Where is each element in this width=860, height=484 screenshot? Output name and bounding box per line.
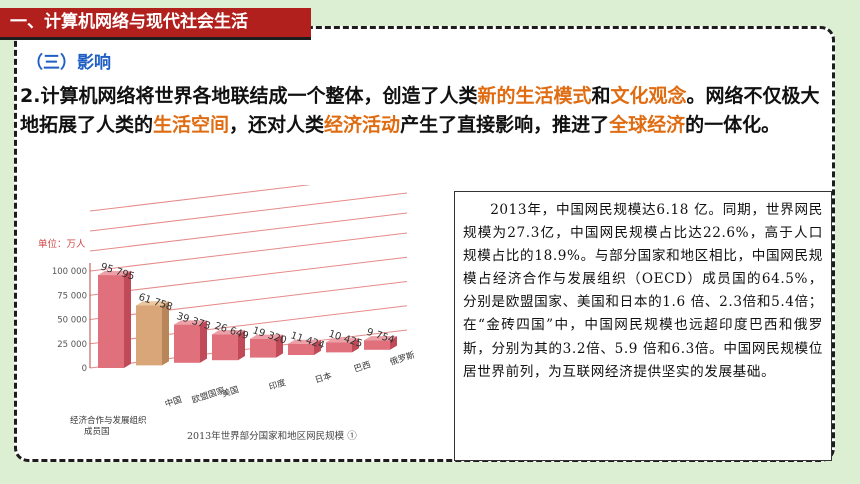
netizen-bar-chart: 100 000 75 000 50 000 25 000 0 单位：万人 95 795 61 …: [32, 185, 440, 447]
bar-top: [98, 270, 131, 276]
bar-side: [200, 320, 207, 363]
para-text-5: 产生了直接影响，推进了: [400, 114, 610, 136]
para-text-2: 和: [591, 85, 611, 107]
bar: [288, 343, 314, 355]
category-label: 巴西: [353, 360, 372, 375]
highlight-3: 生活空间: [153, 114, 230, 136]
highlight-1: 新的生活模式: [477, 85, 592, 107]
para-text-6: 的一体化。: [685, 114, 781, 136]
para-text-1: 2.计算机网络将世界各地联结成一个整体，创造了人类: [20, 85, 478, 107]
bar-side: [162, 301, 169, 366]
bar-side: [276, 334, 283, 358]
chart-title: 2013年世界部分国家和地区网民规模 ①: [187, 430, 357, 442]
category-label: 日本: [314, 370, 334, 386]
para-text-4: ，还对人类: [229, 114, 325, 136]
category-label: 俄罗斯: [389, 349, 417, 367]
bar: [136, 305, 162, 366]
bar-side: [352, 338, 359, 353]
grid-line: [89, 185, 312, 212]
category-label: 成员国: [84, 426, 110, 437]
bar-top: [136, 301, 169, 306]
highlight-2: 文化观念: [610, 85, 687, 107]
grid-line: [89, 256, 408, 296]
bar: [174, 324, 200, 363]
bar: [364, 340, 390, 350]
bar-side: [390, 336, 397, 350]
unit-label: 单位：万人: [38, 238, 86, 250]
bar: [98, 275, 124, 368]
bar-top: [288, 339, 321, 344]
category-label: 印度: [268, 377, 288, 393]
category-label: 欧盟国家: [191, 385, 227, 406]
category-label: 中国: [164, 394, 184, 410]
ytick-label: 75 000: [57, 291, 87, 301]
ytick-label: 50 000: [57, 316, 87, 326]
bar-top: [326, 338, 359, 343]
para-text-3: 。网络不仅极大地拓展了人类的: [20, 85, 820, 136]
ytick-label: 0: [82, 364, 87, 374]
category-label: 经济合作与发展组织: [70, 415, 147, 426]
subheading: （三）影响: [26, 53, 111, 73]
highlight-5: 全球经济: [609, 114, 686, 136]
bar-top: [364, 336, 397, 341]
bar-top: [174, 320, 207, 325]
section-title: 一、计算机网络与现代社会生活: [0, 8, 311, 40]
highlight-4: 经济活动: [324, 114, 401, 136]
grid-line: [89, 212, 408, 252]
ytick-label: 100 000: [52, 267, 87, 277]
ytick-label: 25 000: [57, 340, 87, 350]
bar: [326, 342, 352, 353]
category-label: 美国: [221, 384, 241, 400]
bar-side: [238, 330, 245, 361]
main-paragraph: 2.计算机网络将世界各地联结成一个整体，创造了人类新的生活模式和文化观念。网络不…: [20, 82, 826, 140]
bar-top: [212, 330, 245, 335]
bar: [212, 334, 238, 361]
bar-side: [314, 339, 321, 355]
bar-top: [250, 334, 283, 339]
bar-side: [124, 270, 131, 368]
grid-line: [89, 192, 408, 232]
bar: [250, 338, 276, 358]
grid-line: [89, 232, 408, 272]
note-box: 2013年，中国网民规模达6.18 亿。同期，世界网民规模为27.3亿，中国网民…: [454, 191, 832, 461]
